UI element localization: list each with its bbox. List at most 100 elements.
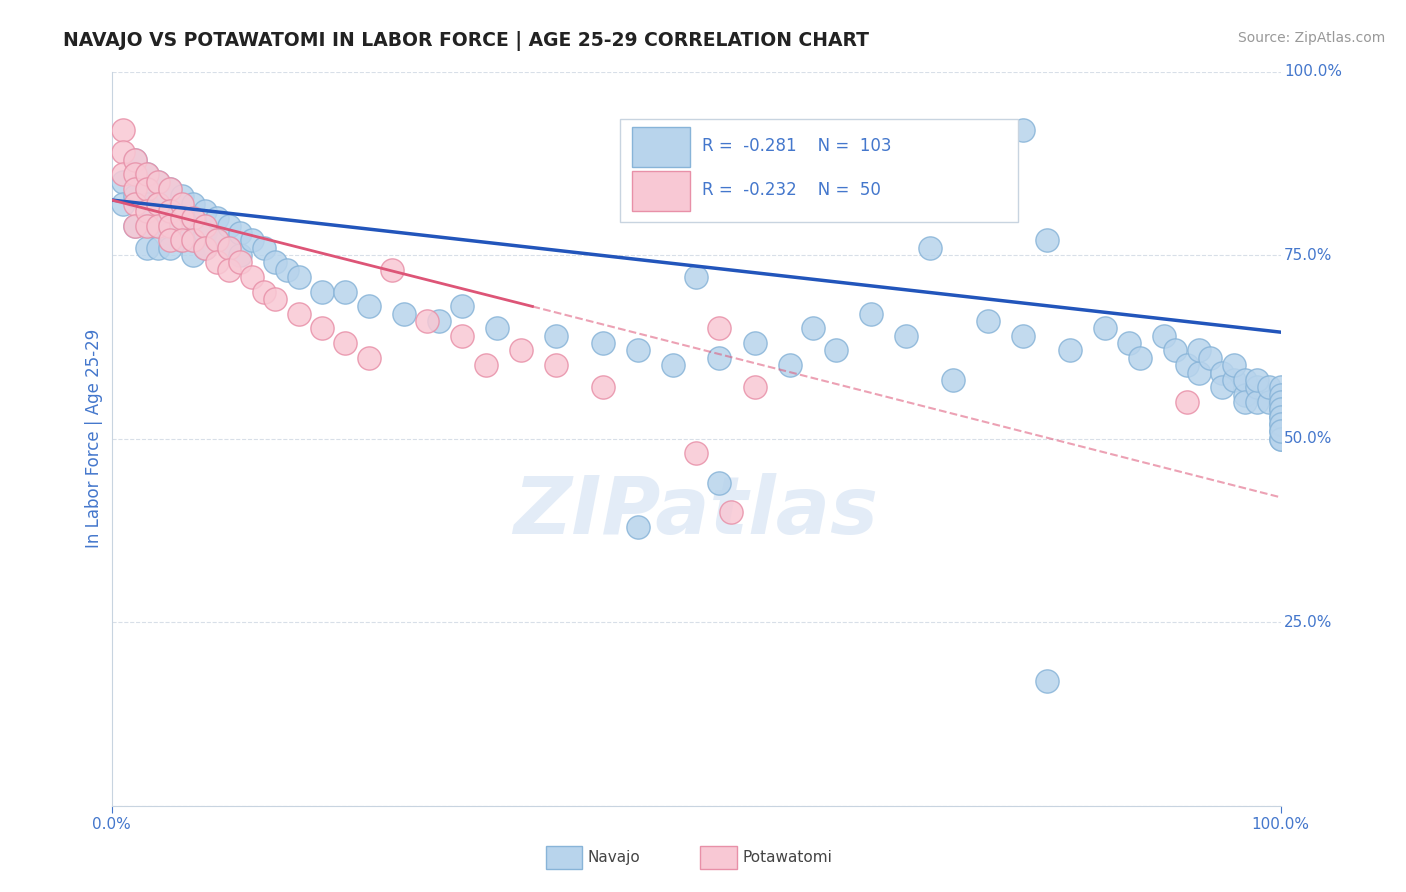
Point bbox=[1188, 366, 1211, 380]
Point bbox=[135, 219, 157, 233]
Text: Navajo: Navajo bbox=[588, 850, 641, 864]
FancyBboxPatch shape bbox=[631, 127, 690, 167]
Point bbox=[1211, 366, 1233, 380]
Point bbox=[170, 211, 193, 226]
Point bbox=[183, 211, 205, 226]
Point bbox=[135, 167, 157, 181]
Point bbox=[112, 196, 135, 211]
Point bbox=[124, 196, 146, 211]
Point bbox=[627, 519, 650, 533]
Point bbox=[1175, 395, 1198, 409]
Point bbox=[1175, 358, 1198, 372]
Point bbox=[183, 248, 205, 262]
Point bbox=[357, 351, 380, 365]
Point bbox=[1270, 432, 1292, 446]
Point bbox=[218, 241, 240, 255]
Point bbox=[124, 153, 146, 167]
Point bbox=[135, 182, 157, 196]
Point bbox=[544, 358, 567, 372]
Point bbox=[170, 233, 193, 247]
Point bbox=[264, 255, 287, 269]
Point bbox=[860, 307, 883, 321]
Text: NAVAJO VS POTAWATOMI IN LABOR FORCE | AGE 25-29 CORRELATION CHART: NAVAJO VS POTAWATOMI IN LABOR FORCE | AG… bbox=[63, 31, 869, 51]
Point bbox=[159, 182, 181, 196]
Point bbox=[124, 189, 146, 203]
Point bbox=[1129, 351, 1152, 365]
Text: Potawatomi: Potawatomi bbox=[742, 850, 832, 864]
Point bbox=[1270, 417, 1292, 431]
Point bbox=[1246, 373, 1268, 387]
Point bbox=[1270, 402, 1292, 417]
Point bbox=[942, 373, 965, 387]
Point bbox=[124, 153, 146, 167]
Point bbox=[1270, 409, 1292, 424]
Text: R =  -0.232    N =  50: R = -0.232 N = 50 bbox=[702, 181, 880, 200]
Point bbox=[311, 321, 333, 335]
Point bbox=[744, 336, 766, 351]
Point bbox=[124, 219, 146, 233]
Point bbox=[1246, 380, 1268, 394]
Point bbox=[112, 175, 135, 189]
Point bbox=[1257, 395, 1279, 409]
Point bbox=[159, 241, 181, 255]
Point bbox=[1035, 673, 1057, 688]
FancyBboxPatch shape bbox=[631, 170, 690, 211]
Point bbox=[287, 307, 309, 321]
Point bbox=[148, 175, 170, 189]
Point bbox=[1094, 321, 1116, 335]
Point bbox=[357, 300, 380, 314]
Point bbox=[135, 204, 157, 219]
Point bbox=[486, 321, 509, 335]
Point bbox=[1270, 417, 1292, 431]
Point bbox=[148, 196, 170, 211]
Y-axis label: In Labor Force | Age 25-29: In Labor Force | Age 25-29 bbox=[86, 329, 103, 549]
Point bbox=[1118, 336, 1140, 351]
Point bbox=[709, 321, 731, 335]
Point bbox=[183, 211, 205, 226]
Point bbox=[1270, 395, 1292, 409]
Point bbox=[427, 314, 450, 328]
Point bbox=[264, 292, 287, 306]
Point bbox=[1234, 373, 1257, 387]
Point bbox=[287, 270, 309, 285]
Point bbox=[1234, 395, 1257, 409]
Point bbox=[1270, 424, 1292, 438]
Point bbox=[918, 241, 941, 255]
Point bbox=[1270, 402, 1292, 417]
Point bbox=[1223, 373, 1246, 387]
Point bbox=[592, 336, 614, 351]
Point bbox=[229, 255, 252, 269]
Point bbox=[205, 233, 228, 247]
Point bbox=[124, 167, 146, 181]
Point bbox=[801, 321, 824, 335]
Point bbox=[709, 475, 731, 490]
Point bbox=[205, 211, 228, 226]
Point bbox=[229, 248, 252, 262]
Point bbox=[592, 380, 614, 394]
Point bbox=[416, 314, 439, 328]
Point bbox=[124, 182, 146, 196]
Point bbox=[1270, 424, 1292, 438]
Point bbox=[194, 241, 217, 255]
Point bbox=[183, 233, 205, 247]
Point bbox=[1199, 351, 1222, 365]
Point bbox=[194, 226, 217, 240]
Point bbox=[183, 233, 205, 247]
Point bbox=[977, 314, 1000, 328]
Point bbox=[1257, 380, 1279, 394]
Point bbox=[685, 446, 707, 460]
Point bbox=[205, 233, 228, 247]
Point bbox=[240, 270, 263, 285]
Point bbox=[218, 262, 240, 277]
Point bbox=[112, 167, 135, 181]
Point bbox=[135, 219, 157, 233]
Point bbox=[135, 196, 157, 211]
Point bbox=[1234, 387, 1257, 401]
Point bbox=[159, 204, 181, 219]
Point bbox=[170, 233, 193, 247]
Point bbox=[311, 285, 333, 299]
Point bbox=[685, 270, 707, 285]
Point bbox=[135, 241, 157, 255]
Point bbox=[148, 175, 170, 189]
Point bbox=[451, 300, 474, 314]
